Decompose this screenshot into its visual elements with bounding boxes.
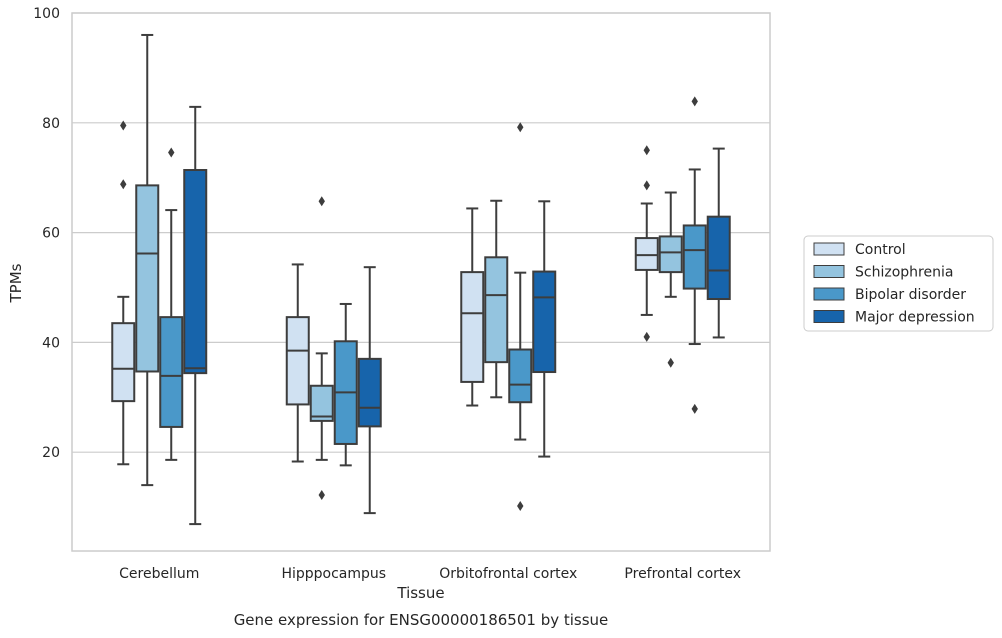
y-tick-label: 80 (42, 116, 60, 132)
box (135, 33, 160, 487)
legend-swatch (813, 265, 845, 278)
box-body (159, 316, 184, 428)
box (682, 96, 707, 414)
box-body (111, 322, 136, 403)
box (285, 263, 310, 463)
box-body (285, 316, 310, 406)
outlier-point (643, 145, 650, 156)
box-body (532, 270, 557, 374)
legend-swatch (813, 287, 845, 301)
box-body (658, 235, 683, 274)
legend: Control Schizophrenia Bipolar disorder Majo… (803, 235, 994, 332)
legend-label: Major depression (855, 310, 975, 326)
plot-area-frame (71, 12, 771, 552)
legend-item: Bipolar disorder (813, 287, 966, 303)
outlier-point (691, 403, 698, 414)
box (460, 207, 485, 407)
box-body (183, 169, 208, 375)
legend-item: Major depression (813, 310, 975, 326)
box (658, 191, 683, 368)
outlier-point (517, 500, 524, 511)
legend-label: Control (855, 242, 906, 258)
box-series (111, 33, 731, 526)
y-tick-label: 40 (42, 335, 60, 351)
outlier-point (643, 331, 650, 342)
x-tick-label: Prefrontal cortex (624, 566, 741, 582)
box (111, 120, 136, 466)
x-axis-ticks: Cerebellum Hipppocampus Orbitofrontal cort… (119, 566, 741, 582)
y-tick-label: 100 (33, 6, 60, 22)
box (706, 147, 731, 339)
outlier-point (120, 120, 127, 131)
outlier-point (517, 122, 524, 133)
box (532, 200, 557, 458)
x-tick-label: Orbitofrontal cortex (439, 566, 577, 582)
outlier-point (691, 96, 698, 107)
box-body (135, 184, 160, 373)
x-tick-label: Hipppocampus (281, 566, 386, 582)
outlier-point (318, 490, 325, 501)
box (159, 147, 184, 461)
outlier-point (120, 179, 127, 190)
box (333, 302, 358, 467)
box-body (706, 215, 731, 301)
y-tick-label: 60 (42, 226, 60, 242)
x-tick-label: Cerebellum (119, 566, 199, 582)
legend-item: Control (813, 242, 906, 258)
box (508, 122, 533, 511)
outlier-point (667, 357, 674, 368)
box-body (508, 348, 533, 404)
box (634, 145, 659, 342)
box-body (357, 357, 382, 428)
legend-swatch (813, 310, 845, 323)
box-body (309, 384, 334, 422)
y-axis-ticks: 20 40 60 80 100 (33, 6, 60, 461)
legend-label: Schizophrenia (855, 265, 953, 281)
x-axis-label: Tissue (396, 584, 444, 602)
y-axis-label: TPMs (7, 263, 25, 303)
legend-swatch (813, 242, 845, 256)
outlier-point (168, 147, 175, 158)
box (183, 105, 208, 526)
figure-caption: Gene expression for ENSG00000186501 by t… (234, 611, 609, 629)
box (484, 199, 509, 399)
box-body (634, 237, 659, 271)
box (309, 196, 334, 501)
legend-label: Bipolar disorder (855, 287, 966, 303)
outlier-point (643, 180, 650, 191)
box-body (484, 256, 509, 364)
box (357, 266, 382, 515)
outlier-point (318, 196, 325, 207)
legend-item: Schizophrenia (813, 265, 953, 281)
box-body (682, 224, 707, 290)
legend-frame (803, 235, 994, 332)
box-body (460, 271, 485, 383)
y-tick-label: 20 (42, 445, 60, 461)
